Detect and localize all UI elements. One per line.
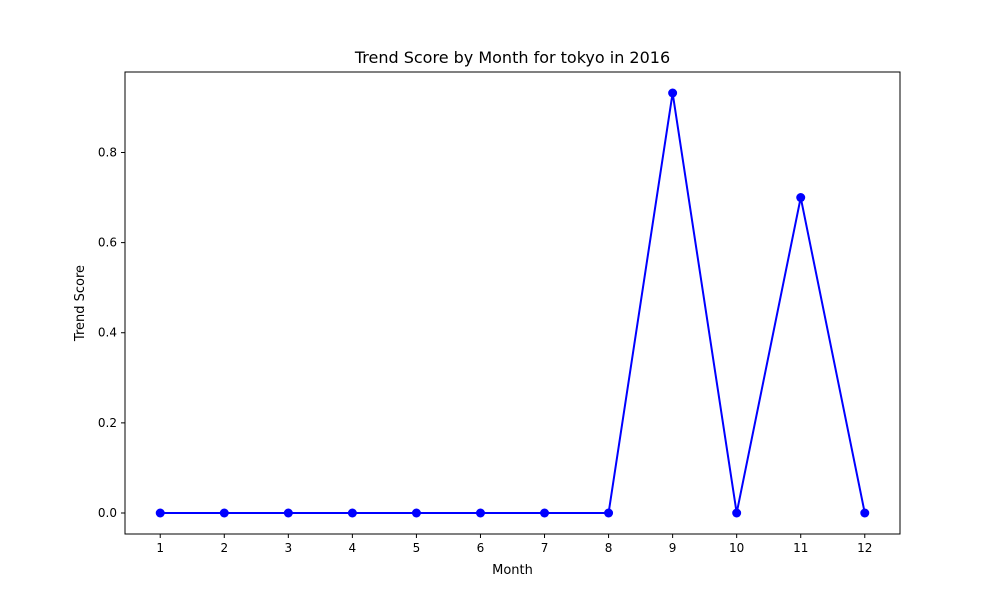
x-tick-label: 12 <box>857 541 872 555</box>
y-axis: 0.0 0.2 0.4 0.6 0.8 <box>98 145 125 520</box>
data-point <box>796 193 806 203</box>
y-tick-label: 0.4 <box>98 326 117 340</box>
series-layer <box>155 88 870 518</box>
series-line <box>160 92 866 514</box>
data-point <box>219 508 229 518</box>
data-point <box>475 508 485 518</box>
y-tick-label: 0.0 <box>98 506 117 520</box>
y-axis-label: Trend Score <box>73 265 88 342</box>
plot-area <box>124 71 901 535</box>
x-tick-label: 10 <box>729 541 744 555</box>
data-point <box>155 508 165 518</box>
data-point <box>604 508 614 518</box>
x-tick-label: 5 <box>413 541 421 555</box>
x-tick-label: 4 <box>349 541 357 555</box>
x-tick-label: 3 <box>285 541 293 555</box>
data-point <box>732 508 742 518</box>
x-tick-label: 7 <box>541 541 549 555</box>
data-point <box>540 508 550 518</box>
x-tick-label: 6 <box>477 541 485 555</box>
data-point <box>668 88 678 98</box>
data-point <box>283 508 293 518</box>
x-tick-label: 9 <box>669 541 677 555</box>
y-tick-label: 0.2 <box>98 416 117 430</box>
x-tick-label: 1 <box>156 541 164 555</box>
data-point <box>860 508 870 518</box>
y-tick-label: 0.6 <box>98 236 117 250</box>
chart-title: Trend Score by Month for tokyo in 2016 <box>354 48 670 67</box>
x-axis: 1 2 3 4 5 6 7 8 9 10 11 12 <box>156 534 872 555</box>
x-tick-label: 11 <box>793 541 808 555</box>
x-tick-label: 8 <box>605 541 613 555</box>
data-point <box>411 508 421 518</box>
x-axis-label: Month <box>492 563 533 578</box>
y-tick-label: 0.8 <box>98 145 117 159</box>
data-point <box>347 508 357 518</box>
x-tick-label: 2 <box>220 541 228 555</box>
